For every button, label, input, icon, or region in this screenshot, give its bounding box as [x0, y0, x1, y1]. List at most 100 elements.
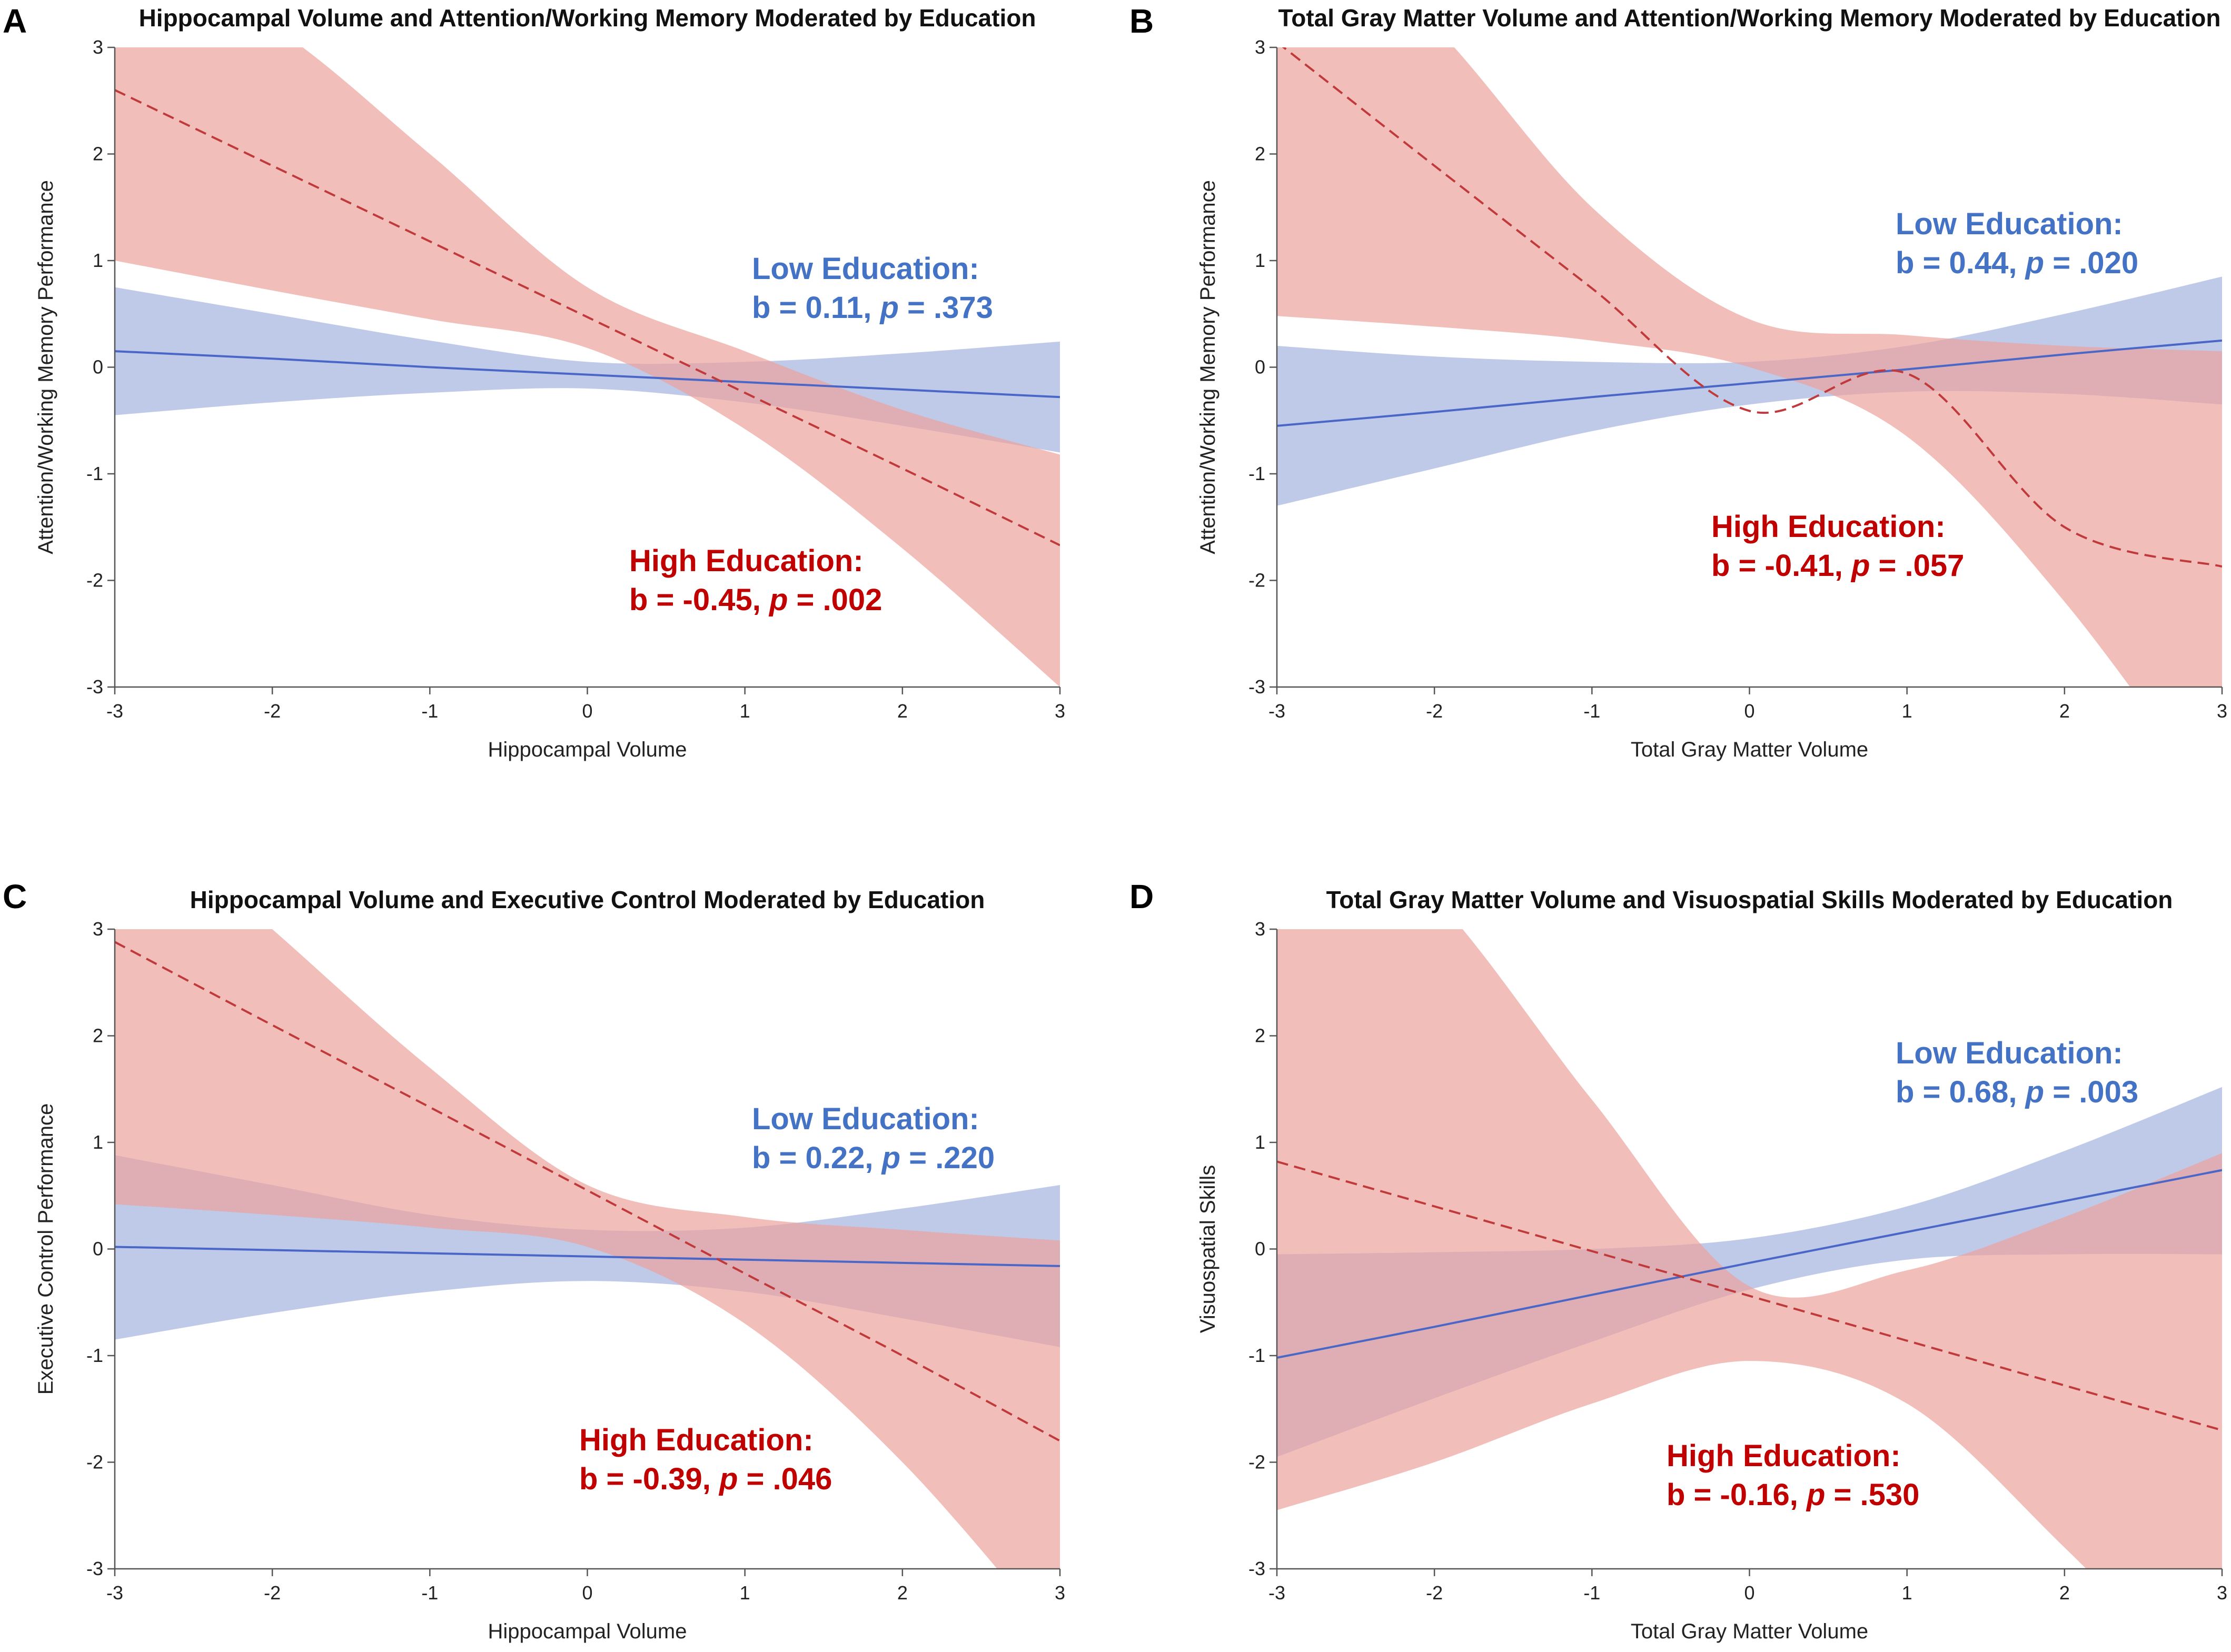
- p-label: p: [881, 1141, 900, 1175]
- x-axis-label: Total Gray Matter Volume: [1631, 1620, 1868, 1643]
- panel-B-letter: B: [1129, 2, 1154, 40]
- y-tick-label: 2: [1255, 1025, 1265, 1047]
- high-education-annotation-title: High Education:: [1667, 1439, 1901, 1473]
- x-tick-label: 3: [1055, 700, 1065, 722]
- p-label: p: [2025, 246, 2044, 280]
- x-tick-label: -1: [1583, 700, 1600, 722]
- x-tick-label: 3: [2217, 700, 2227, 722]
- y-tick-label: -2: [86, 570, 103, 591]
- y-tick-label: -2: [86, 1451, 103, 1473]
- y-tick-label: 3: [1255, 36, 1265, 58]
- y-tick-label: 0: [1255, 1238, 1265, 1260]
- p-value: = .003: [2044, 1075, 2138, 1109]
- panel-D-title: Total Gray Matter Volume and Visuospatia…: [1326, 886, 2173, 913]
- high-education-annotation-title: High Education:: [579, 1423, 814, 1457]
- high-education-line: [1277, 1160, 2222, 1431]
- high-education-line: [1282, 47, 2222, 568]
- y-tick-label: -3: [86, 676, 103, 698]
- high-education-annotation-title: High Education:: [1711, 510, 1946, 544]
- p-label: p: [2025, 1075, 2044, 1109]
- low-education-annotation-title: Low Education:: [752, 1102, 979, 1136]
- x-tick-label: 3: [2217, 1582, 2227, 1604]
- x-tick-label: -3: [106, 700, 123, 722]
- b-value: b = -0.45,: [629, 583, 769, 617]
- high-education-confidence-band: [115, 929, 1060, 1569]
- x-tick-label: 2: [897, 1582, 908, 1604]
- high-education-confidence-band: [115, 47, 1060, 687]
- y-tick-label: 1: [1255, 1131, 1265, 1153]
- b-value: b = 0.68,: [1896, 1075, 2026, 1109]
- y-tick-label: 2: [1255, 143, 1265, 165]
- y-tick-label: 3: [1255, 918, 1265, 940]
- p-value: = .046: [738, 1462, 832, 1496]
- low-education-annotation-title: Low Education:: [1896, 207, 2123, 241]
- y-tick-label: -2: [1248, 1451, 1265, 1473]
- x-tick-label: -2: [1426, 1582, 1443, 1604]
- y-tick-label: -1: [86, 1345, 103, 1366]
- b-value: b = 0.44,: [1896, 246, 2026, 280]
- x-tick-label: 2: [2059, 1582, 2070, 1604]
- high-education-confidence-band: [1277, 929, 2222, 1569]
- x-tick-label: 0: [582, 700, 592, 722]
- y-axis-label: Executive Control Performance: [34, 1103, 57, 1395]
- low-education-line: [115, 350, 1060, 399]
- b-value: b = -0.39,: [579, 1462, 719, 1496]
- y-tick-label: 1: [93, 250, 103, 271]
- y-axis-label: Visuospatial Skills: [1196, 1165, 1219, 1333]
- x-tick-label: -3: [1268, 1582, 1285, 1604]
- p-label: p: [1806, 1478, 1825, 1512]
- x-tick-label: 1: [740, 700, 750, 722]
- p-value: = .220: [900, 1141, 995, 1175]
- b-value: b = -0.16,: [1667, 1478, 1807, 1512]
- panel-D-plot-area: [1277, 929, 2222, 1569]
- p-label: p: [718, 1462, 738, 1496]
- x-tick-label: 1: [1902, 700, 1912, 722]
- y-tick-label: 0: [93, 356, 103, 378]
- y-tick-label: -1: [1248, 463, 1265, 484]
- x-axis-label: Hippocampal Volume: [488, 1620, 687, 1643]
- b-value: b = 0.11,: [752, 291, 880, 325]
- p-label: p: [768, 583, 788, 617]
- low-education-annotation-stats: b = 0.22, p = .220: [752, 1141, 995, 1175]
- panel-A-letter: A: [3, 2, 27, 40]
- panel-C-title: Hippocampal Volume and Executive Control…: [190, 886, 985, 913]
- low-education-annotation-stats: b = 0.68, p = .003: [1896, 1075, 2138, 1109]
- p-value: = .373: [899, 291, 993, 325]
- x-axis-label: Total Gray Matter Volume: [1631, 738, 1868, 761]
- panel-C: C Hippocampal Volume and Executive Contro…: [3, 878, 1065, 1643]
- panel-B-title: Total Gray Matter Volume and Attention/W…: [1278, 4, 2221, 32]
- panel-B: B Total Gray Matter Volume and Attention/…: [1129, 2, 2227, 761]
- x-tick-label: 1: [1902, 1582, 1912, 1604]
- high-education-annotation-stats: b = -0.41, p = .057: [1711, 549, 1964, 583]
- high-education-annotation-stats: b = -0.39, p = .046: [579, 1462, 832, 1496]
- y-tick-label: 0: [1255, 356, 1265, 378]
- x-tick-label: -2: [1426, 700, 1443, 722]
- y-tick-label: 3: [93, 918, 103, 940]
- high-education-annotation-stats: b = -0.16, p = .530: [1667, 1478, 1919, 1512]
- x-tick-label: -1: [421, 1582, 438, 1604]
- p-label: p: [1850, 549, 1870, 583]
- x-tick-label: 0: [582, 1582, 592, 1604]
- low-education-line: [1277, 1169, 2222, 1359]
- low-education-annotation-title: Low Education:: [752, 252, 979, 286]
- y-tick-label: -1: [86, 463, 103, 484]
- p-label: p: [879, 291, 898, 325]
- y-tick-label: -3: [86, 1558, 103, 1579]
- x-tick-label: 2: [2059, 700, 2070, 722]
- high-education-line: [115, 89, 1060, 546]
- low-education-annotation-stats: b = 0.11, p = .373: [752, 291, 993, 325]
- x-tick-label: -3: [1268, 700, 1285, 722]
- panel-D: D Total Gray Matter Volume and Visuospati…: [1129, 878, 2227, 1643]
- x-tick-label: -3: [106, 1582, 123, 1604]
- x-tick-label: -1: [421, 700, 438, 722]
- low-education-annotation-title: Low Education:: [1896, 1036, 2123, 1070]
- x-tick-label: 0: [1744, 700, 1754, 722]
- y-tick-label: 3: [93, 36, 103, 58]
- x-tick-label: -1: [1583, 1582, 1600, 1604]
- panel-B-plot-area: [1277, 47, 2222, 687]
- y-tick-label: -3: [1248, 1558, 1265, 1579]
- y-tick-label: -3: [1248, 676, 1265, 698]
- high-education-confidence-band: [1277, 47, 2222, 687]
- low-education-line: [1277, 339, 2222, 427]
